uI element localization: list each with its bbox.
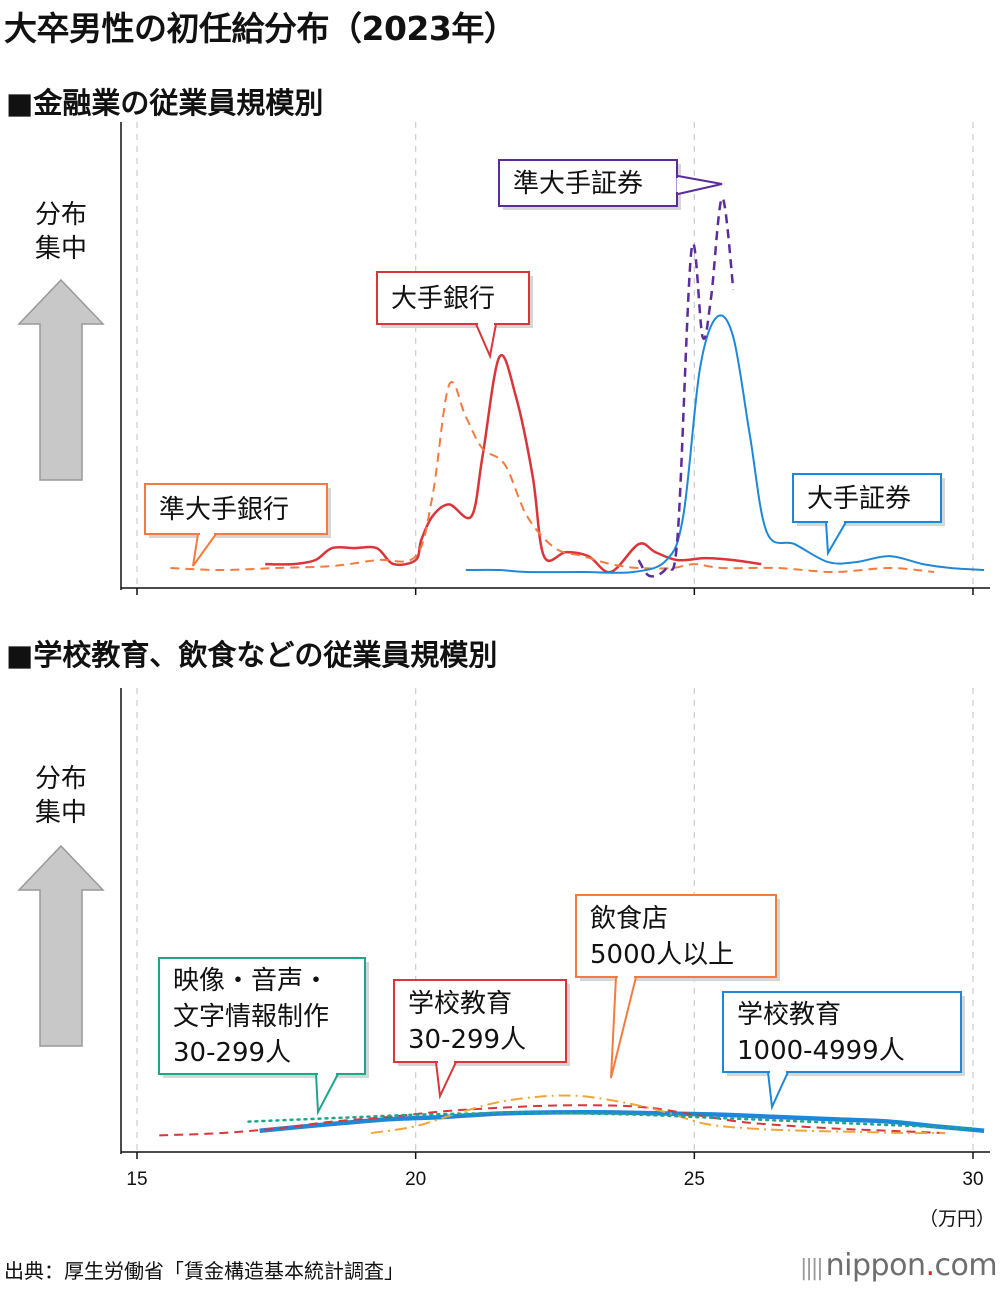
callout-label: 大手銀行 (391, 284, 495, 314)
series-line-3 (465, 314, 985, 574)
callout-box (393, 979, 567, 1063)
callout-label: 5000人以上 (590, 940, 734, 970)
series-line-2 (170, 381, 935, 573)
callout-2-4: 学校教育 1000-4999人 (722, 991, 965, 1111)
callout-2-3: 飲食店 5000人以上 (575, 894, 780, 1079)
logo-bars-icon: |||| (800, 1256, 824, 1281)
panel-1-title: ■金融業の従業員規模別 (6, 86, 324, 120)
callout-label: 1000-4999人 (737, 1036, 905, 1066)
callout-box (158, 957, 366, 1075)
up-arrow-icon (17, 844, 105, 1047)
chart-title: 大卒男性の初任給分布（2023年） (4, 9, 517, 48)
callout-pointer (677, 175, 723, 195)
callout-1-1: 準大手証券 (498, 159, 723, 210)
series-line-1 (259, 1110, 985, 1134)
callout-box (792, 473, 942, 523)
panel-2-title: ■学校教育、飲食などの従業員規模別 (6, 638, 498, 672)
series-line-4 (247, 1111, 975, 1130)
callout-2-2: 学校教育 30-299人 (393, 979, 570, 1100)
callout-2-1: 映像・音声・文字情報制作 30-299人 (158, 957, 369, 1116)
callout-box (144, 483, 328, 535)
callout-label: 映像・音声・ (173, 966, 329, 996)
series-line-2 (159, 1104, 946, 1137)
x-tick-label: 30 (962, 1169, 983, 1190)
callout-box (575, 894, 777, 978)
y-indicator-line2: 集中 (34, 234, 87, 264)
callout-label: 準大手証券 (513, 169, 643, 199)
callout-box (722, 991, 962, 1073)
up-arrow-icon (17, 278, 105, 481)
series-line-4 (637, 196, 735, 578)
x-unit-label: （万円） (919, 1208, 995, 1230)
x-tick-label: 25 (684, 1169, 705, 1190)
y-indicator-line1: 分布 (34, 200, 87, 230)
callout-label: 準大手銀行 (159, 495, 289, 525)
callout-label: 大手証券 (807, 484, 911, 514)
callout-1-3: 準大手銀行 (144, 483, 331, 567)
callout-label: 飲食店 (590, 904, 668, 934)
callout-box (376, 271, 530, 325)
panel-1-y-indicator: 分布 集中 (26, 198, 96, 266)
brand-logo: |||| nippon.com (800, 1248, 998, 1283)
callout-label: 学校教育 (408, 989, 512, 1019)
callout-1-4: 大手証券 (792, 473, 945, 557)
callout-pointer (475, 323, 497, 360)
x-tick-label: 20 (405, 1169, 426, 1190)
callout-pointer (767, 1071, 789, 1111)
callout-1-2: 大手銀行 (376, 271, 533, 360)
brand-name: nippon (825, 1248, 926, 1283)
callout-pointer (192, 533, 217, 567)
series-line-3 (370, 1094, 946, 1135)
y-indicator-line1: 分布 (34, 764, 87, 794)
callout-pointer (435, 1061, 457, 1100)
x-tick-label: 15 (126, 1169, 147, 1190)
callout-label: 学校教育 (737, 1000, 841, 1030)
callout-pointer (315, 1073, 339, 1116)
panel-2-y-indicator: 分布 集中 (26, 762, 96, 830)
callout-label: 文字情報制作 (173, 1002, 329, 1032)
panel-2: 15 20 25 30（万円）映像・音声・文字情報制作30-299人学校教育30-29… (17, 688, 995, 1230)
callout-label: 30-299人 (408, 1025, 526, 1055)
callout-label: 30-299人 (173, 1038, 291, 1068)
series-line-1 (265, 353, 762, 574)
brand-tld: com (934, 1248, 998, 1283)
brand-dot: . (925, 1248, 935, 1283)
callout-pointer (610, 976, 637, 1079)
y-indicator-line2: 集中 (34, 798, 87, 828)
callout-pointer (825, 521, 847, 557)
source-note: 出典：厚生労働省「賃金構造基本統計調査」 (4, 1259, 404, 1283)
